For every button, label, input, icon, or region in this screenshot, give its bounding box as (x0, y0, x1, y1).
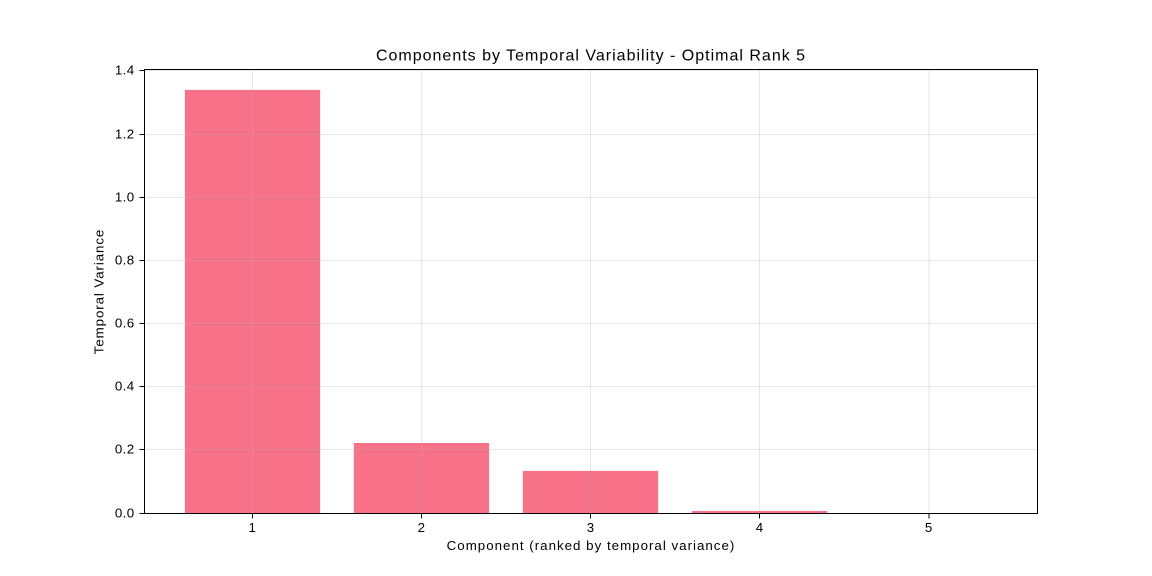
svg-text:0.0: 0.0 (115, 506, 135, 521)
svg-text:1.2: 1.2 (115, 127, 135, 142)
svg-text:5: 5 (925, 520, 932, 535)
svg-text:1.0: 1.0 (115, 190, 135, 205)
svg-text:4: 4 (756, 520, 764, 535)
svg-text:0.6: 0.6 (115, 316, 135, 331)
svg-text:1.4: 1.4 (115, 63, 135, 78)
svg-text:Components by Temporal Variabi: Components by Temporal Variability - Opt… (376, 48, 806, 65)
svg-text:0.8: 0.8 (115, 253, 135, 268)
svg-text:0.4: 0.4 (115, 379, 135, 394)
svg-text:Component (ranked by temporal: Component (ranked by temporal variance) (447, 538, 736, 553)
svg-text:1: 1 (248, 520, 255, 535)
svg-text:2: 2 (418, 520, 425, 535)
svg-text:0.2: 0.2 (115, 442, 135, 457)
svg-text:3: 3 (587, 520, 594, 535)
svg-text:Temporal Variance: Temporal Variance (92, 229, 107, 354)
